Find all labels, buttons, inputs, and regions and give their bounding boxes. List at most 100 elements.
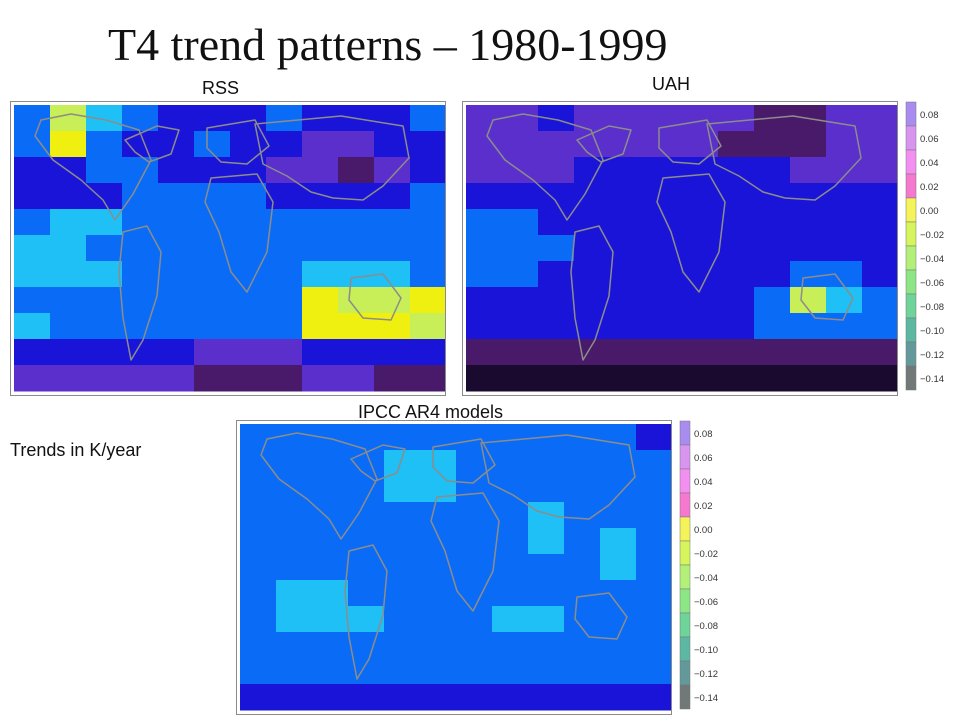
heatmap-cell <box>466 287 503 314</box>
heatmap-cell <box>338 209 375 236</box>
colorbar-tick-label: 0.08 <box>694 429 713 440</box>
heatmap-cell <box>564 450 601 477</box>
heatmap-cell <box>538 339 575 366</box>
heatmap-cell <box>122 365 159 392</box>
coastline-path <box>260 432 378 540</box>
heatmap-cell <box>564 580 601 607</box>
heatmap-cell <box>610 365 647 392</box>
colorbar-swatch <box>679 420 691 446</box>
heatmap-cell <box>862 287 897 314</box>
colorbar-tick-label: −0.08 <box>694 621 718 632</box>
heatmap-cell <box>826 365 863 392</box>
heatmap-cell <box>50 131 87 158</box>
heatmap-cell <box>230 287 267 314</box>
heatmap-cell <box>374 339 411 366</box>
colorbar-tick-label: 0.08 <box>920 110 939 121</box>
heatmap-cell <box>338 261 375 288</box>
heatmap-cell <box>312 684 349 711</box>
heatmap-cell <box>682 339 719 366</box>
heatmap-cell <box>492 554 529 581</box>
heatmap-cell <box>14 105 51 132</box>
heatmap-cell <box>564 632 601 659</box>
heatmap-cell <box>420 528 457 555</box>
heatmap-cell <box>240 450 277 477</box>
heatmap-cell <box>158 313 195 340</box>
heatmap-cell <box>348 580 385 607</box>
heatmap-cell <box>122 235 159 262</box>
colorbar-tick-label: −0.10 <box>920 326 944 337</box>
heatmap-cell <box>682 287 719 314</box>
colorbar-tick-label: −0.04 <box>920 254 944 265</box>
heatmap-cell <box>790 235 827 262</box>
colorbar-swatch <box>679 516 691 542</box>
colorbar-swatch <box>679 492 691 518</box>
colorbar-swatch <box>905 197 917 223</box>
heatmap-cell <box>312 450 349 477</box>
heatmap-cell <box>600 658 637 685</box>
heatmap-cell <box>790 365 827 392</box>
heatmap-cell <box>240 424 277 451</box>
colorbar-tick-label: −0.04 <box>694 573 718 584</box>
heatmap-cell <box>682 105 719 132</box>
heatmap-cell <box>538 183 575 210</box>
heatmap-cell <box>600 502 637 529</box>
heatmap-cell <box>574 235 611 262</box>
upper-colorbar-svg: 0.08 0.06 0.04 0.02 0.00 −0.02 −0.04 −0.06 −0.08… <box>905 101 944 391</box>
colorbar-swatch <box>905 125 917 151</box>
heatmap-cell <box>636 450 671 477</box>
heatmap-cell <box>718 235 755 262</box>
coastline-path <box>118 225 162 361</box>
colorbar-tick-label: 0.06 <box>694 453 713 464</box>
heatmap-cell <box>384 658 421 685</box>
heatmap-cell <box>456 606 493 633</box>
units-note: Trends in K/year <box>10 440 142 460</box>
heatmap-cell <box>240 554 277 581</box>
coastline-path <box>432 438 496 484</box>
heatmap-cell <box>528 684 565 711</box>
heatmap-cell <box>492 502 529 529</box>
heatmap-cell <box>158 157 195 184</box>
heatmap-cell <box>194 339 231 366</box>
heatmap-cell <box>194 157 231 184</box>
heatmap-cell <box>636 476 671 503</box>
heatmap-cell <box>14 339 51 366</box>
uah-map-panel <box>462 101 898 396</box>
heatmap-cell <box>240 528 277 555</box>
colorbar-swatch <box>905 173 917 199</box>
heatmap-cell <box>502 313 539 340</box>
coastline-path <box>656 173 726 293</box>
coastline-overlay <box>260 432 636 680</box>
heatmap-cell <box>420 606 457 633</box>
heatmap-cell <box>610 313 647 340</box>
heatmap-cell <box>420 658 457 685</box>
heatmap-cell <box>456 476 493 503</box>
colorbar-swatch <box>905 293 917 319</box>
heatmap-cell <box>528 554 565 581</box>
heatmap-cell <box>374 157 411 184</box>
colorbar-tick-label: 0.06 <box>920 134 939 145</box>
heatmap-cell <box>276 658 313 685</box>
colorbar-swatch <box>679 444 691 470</box>
heatmap-cell <box>718 131 755 158</box>
heatmap-cell <box>528 528 565 555</box>
colorbar-tick-label: −0.02 <box>920 230 944 241</box>
heatmap-cell <box>466 365 503 392</box>
heatmap-cell <box>646 339 683 366</box>
uah-trend-map <box>466 105 897 392</box>
heatmap-cell <box>384 528 421 555</box>
heatmap-cell <box>600 476 637 503</box>
heatmap-cell <box>790 209 827 236</box>
heatmap-cell <box>14 183 51 210</box>
heatmap-cell <box>420 684 457 711</box>
colorbar-swatch <box>679 660 691 686</box>
heatmap-cell <box>266 235 303 262</box>
heatmap-cell <box>410 183 445 210</box>
rss-trend-map <box>14 105 445 392</box>
uah-map-title: UAH <box>652 74 691 94</box>
heatmap-cell <box>492 632 529 659</box>
heatmap-cell <box>384 606 421 633</box>
coastline-path <box>430 492 500 612</box>
heatmap-cell <box>230 183 267 210</box>
heatmap-cell <box>718 287 755 314</box>
heatmap-cell <box>466 339 503 366</box>
